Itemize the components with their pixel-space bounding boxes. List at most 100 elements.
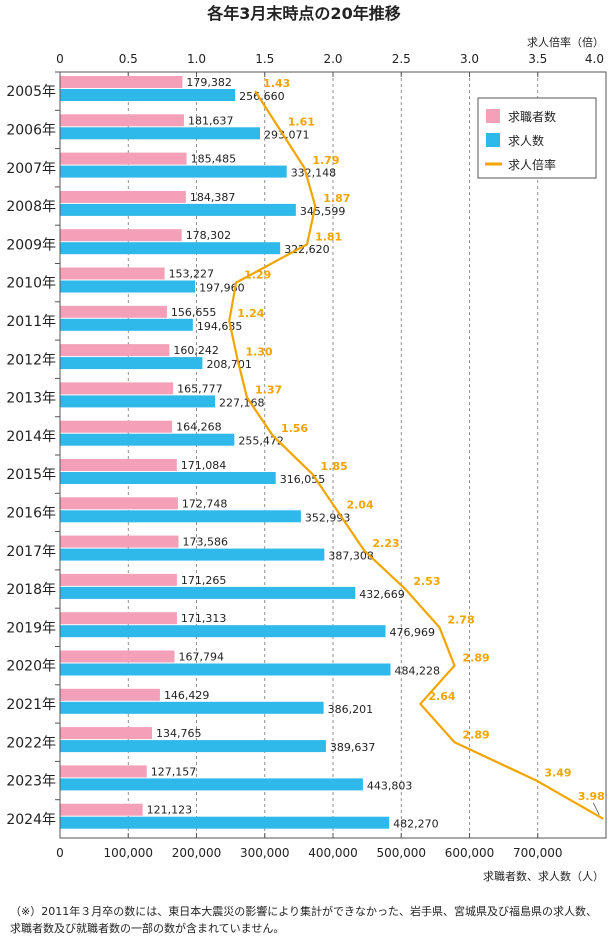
bar-job-seekers bbox=[60, 344, 170, 357]
bar-label-job-openings: 432,669 bbox=[359, 588, 405, 601]
category-label: 2010年 bbox=[6, 276, 56, 292]
bar-label-job-seekers: 127,157 bbox=[151, 765, 197, 778]
ratio-label: 1.43 bbox=[263, 77, 290, 90]
bar-job-seekers bbox=[60, 573, 177, 586]
ratio-label: 3.98 bbox=[578, 790, 605, 803]
bar-job-seekers bbox=[60, 114, 184, 127]
category-label: 2008年 bbox=[6, 199, 56, 215]
bar-label-job-openings: 476,969 bbox=[390, 626, 436, 639]
ratio-label: 1.79 bbox=[312, 154, 339, 167]
bar-label-job-openings: 443,803 bbox=[367, 779, 413, 792]
bar-job-openings bbox=[60, 625, 386, 638]
ratio-label: 2.53 bbox=[413, 575, 440, 588]
bar-job-seekers bbox=[60, 420, 173, 433]
bar-label-job-openings: 345,599 bbox=[300, 205, 346, 218]
category-label: 2023年 bbox=[6, 774, 56, 790]
bar-label-job-seekers: 172,748 bbox=[182, 497, 228, 510]
bar-job-seekers bbox=[60, 803, 143, 816]
bar-job-openings bbox=[60, 165, 287, 178]
ratio-label: 1.85 bbox=[321, 460, 348, 473]
bottom-axis-tick-label: 0 bbox=[56, 846, 64, 860]
bar-job-seekers bbox=[60, 382, 174, 395]
bar-label-job-openings: 482,270 bbox=[393, 818, 439, 831]
bar-label-job-seekers: 134,765 bbox=[156, 727, 202, 740]
bar-job-seekers bbox=[60, 152, 187, 165]
bar-job-openings bbox=[60, 318, 193, 331]
category-label: 2022年 bbox=[6, 735, 56, 751]
top-axis-title: 求人倍率（倍） bbox=[527, 35, 604, 49]
category-label: 2021年 bbox=[6, 697, 56, 713]
category-label: 2024年 bbox=[6, 812, 56, 828]
legend-label-ratio: 求人倍率 bbox=[508, 157, 556, 172]
category-label: 2017年 bbox=[6, 544, 56, 560]
bar-job-openings bbox=[60, 395, 216, 408]
bar-job-openings bbox=[60, 701, 324, 714]
category-label: 2014年 bbox=[6, 429, 56, 445]
bar-job-openings bbox=[60, 472, 276, 484]
ratio-label: 1.81 bbox=[315, 230, 342, 243]
top-axis-tick-label: 1.5 bbox=[255, 52, 274, 66]
bar-job-openings bbox=[60, 816, 390, 829]
bar-job-openings bbox=[60, 242, 281, 255]
bar-job-openings bbox=[60, 510, 301, 523]
bar-job-openings bbox=[60, 433, 235, 446]
bar-job-openings bbox=[60, 127, 261, 140]
bottom-axis-title: 求職者数、求人数（人） bbox=[483, 870, 604, 883]
bar-label-job-seekers: 156,655 bbox=[171, 306, 217, 319]
bar-label-job-openings: 197,960 bbox=[199, 282, 245, 295]
ratio-label: 1.56 bbox=[281, 422, 308, 435]
bar-label-job-openings: 208,701 bbox=[206, 358, 252, 371]
legend-label-job-openings: 求人数 bbox=[508, 133, 544, 148]
bar-label-job-seekers: 171,265 bbox=[181, 574, 227, 587]
ratio-label: 1.30 bbox=[245, 345, 272, 358]
category-label: 2009年 bbox=[6, 237, 56, 253]
bar-label-job-seekers: 164,268 bbox=[176, 421, 222, 434]
bar-label-job-seekers: 171,084 bbox=[181, 459, 227, 472]
ratio-label: 2.64 bbox=[428, 690, 455, 703]
ratio-line: 1.43 1.61 1.79 1.87 1.81 1.29 1.24 1.30 1.37 1.56… bbox=[228, 77, 605, 820]
bottom-axis-tick-label: 100,000 bbox=[103, 846, 153, 860]
top-axis-tick-label: 0 bbox=[56, 52, 64, 66]
bar-job-openings bbox=[60, 586, 356, 599]
bar-label-job-seekers: 160,242 bbox=[173, 344, 219, 357]
bar-label-job-seekers: 181,637 bbox=[188, 114, 234, 127]
bar-label-job-openings: 227,168 bbox=[219, 396, 265, 409]
top-axis-tick-label: 0.5 bbox=[119, 52, 138, 66]
top-axis-tick-label: 1.0 bbox=[187, 52, 206, 66]
top-axis-tick-label: 4.0 bbox=[585, 52, 604, 66]
bar-label-job-openings: 293,071 bbox=[264, 128, 310, 141]
bar-label-job-seekers: 171,313 bbox=[181, 612, 227, 625]
bar-job-seekers bbox=[60, 190, 186, 203]
bar-job-seekers bbox=[60, 76, 183, 88]
bar-label-job-seekers: 184,387 bbox=[190, 191, 236, 204]
bottom-axis-tick-label: 300,000 bbox=[240, 846, 290, 860]
bar-job-seekers bbox=[60, 727, 152, 740]
ratio-series-line bbox=[228, 90, 604, 820]
ratio-label: 3.49 bbox=[544, 767, 571, 780]
bar-job-openings bbox=[60, 89, 236, 101]
bar-label-job-openings: 484,228 bbox=[394, 665, 440, 678]
bar-job-openings bbox=[60, 203, 296, 216]
category-label: 2018年 bbox=[6, 582, 56, 598]
bar-job-seekers bbox=[60, 650, 175, 663]
legend-swatch-job-openings bbox=[486, 133, 500, 147]
category-label: 2019年 bbox=[6, 620, 56, 636]
bar-job-seekers bbox=[60, 497, 178, 510]
top-axis: 0 0.5 1.0 1.5 2.0 2.5 3.0 3.5 4.0 求人倍率（倍） bbox=[56, 35, 607, 77]
footnote: （※）2011年３月卒の数には、東日本大震災の影響により集計ができなかった、岩手… bbox=[10, 905, 597, 935]
ratio-label: 1.61 bbox=[288, 115, 315, 128]
plot-frame bbox=[59, 71, 607, 839]
bar-job-openings bbox=[60, 778, 363, 791]
category-label: 2006年 bbox=[6, 122, 56, 138]
ratio-label: 2.89 bbox=[462, 728, 489, 741]
category-label: 2012年 bbox=[6, 352, 56, 368]
bar-label-job-seekers: 153,227 bbox=[169, 268, 215, 281]
category-label: 2016年 bbox=[6, 505, 56, 521]
bar-label-job-openings: 194,635 bbox=[197, 320, 243, 333]
bar-label-job-seekers: 185,485 bbox=[191, 153, 237, 166]
bar-job-seekers bbox=[60, 267, 165, 280]
top-axis-tick-label: 2.5 bbox=[392, 52, 411, 66]
bar-job-openings bbox=[60, 663, 391, 676]
